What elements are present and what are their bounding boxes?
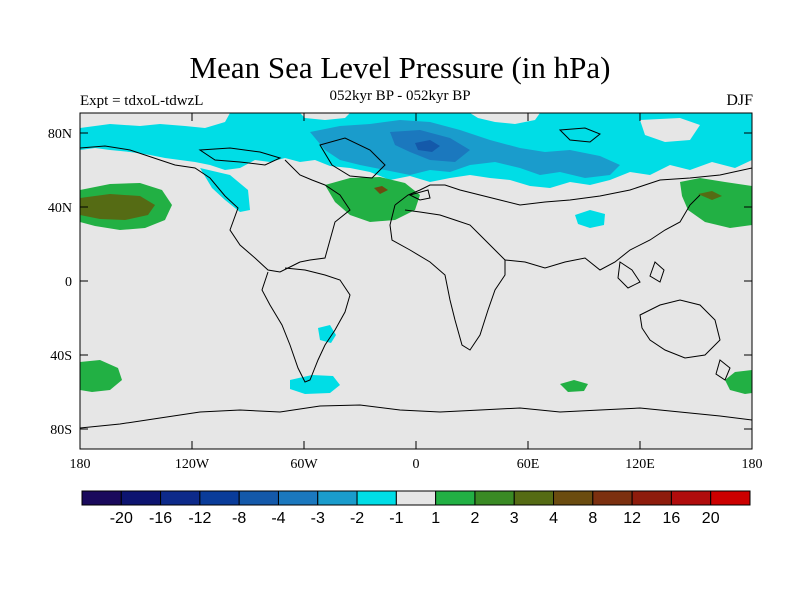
colorbar-swatch — [81, 490, 122, 506]
colorbar-label: -12 — [188, 510, 211, 527]
north-pacific-anomaly-olive — [80, 194, 155, 220]
east-asia-anomaly-green — [680, 178, 752, 228]
canada-anomaly-cyan — [200, 168, 250, 212]
colorbar-label: -8 — [232, 510, 246, 527]
colorbar-swatch — [238, 490, 279, 506]
lon-tick-label: 180 — [742, 457, 763, 472]
lat-tick-label: 0 — [65, 275, 72, 290]
colorbar-label: -3 — [311, 510, 325, 527]
colorbar-label: -20 — [110, 510, 133, 527]
colorbar-swatch — [631, 490, 672, 506]
colorbar-label: 20 — [702, 510, 720, 527]
lon-tick-label: 120E — [625, 457, 655, 472]
lon-tick-label: 0 — [413, 457, 420, 472]
north-atlantic-anomaly-brown — [374, 186, 388, 194]
colorbar-label: 2 — [470, 510, 479, 527]
arctic-gap — [300, 113, 350, 120]
indian-ocean-anomaly-green — [560, 380, 588, 392]
east-asia-anomaly-olive — [698, 191, 722, 200]
coastlines — [80, 127, 752, 429]
colorbar-swatch — [592, 490, 633, 506]
south-america-anomaly-cyan — [318, 325, 336, 343]
colorbar-label: 16 — [663, 510, 681, 527]
experiment-label: Expt = tdxoL-tdwzL — [80, 93, 204, 109]
colorbar-label: 1 — [431, 510, 440, 527]
south-atlantic-anomaly-cyan — [290, 375, 340, 394]
pressure-anomaly-fills — [80, 113, 752, 429]
colorbar-swatch — [710, 490, 751, 506]
colorbar-swatch — [474, 490, 515, 506]
colorbar-label: 8 — [588, 510, 597, 527]
colorbar-swatch — [277, 490, 319, 506]
colorbar-swatch — [670, 490, 712, 506]
colorbar-swatch — [199, 490, 240, 506]
lat-tick-label: 80N — [48, 127, 72, 142]
colorbar: -20 -16 -12 -8 -4 -3 -2 -1 1 2 3 4 8 12 16 20 — [81, 490, 751, 527]
map-title: Mean Sea Level Pressure (in hPa) — [189, 50, 611, 85]
colorbar-swatch — [120, 490, 162, 506]
colorbar-swatch — [395, 490, 437, 506]
lon-axis — [79, 113, 753, 449]
colorbar-swatch — [317, 490, 358, 506]
lon-tick-label: 60W — [290, 457, 318, 472]
lat-tick-label: 40S — [50, 349, 72, 364]
season-label: DJF — [726, 92, 753, 109]
colorbar-swatch — [435, 490, 476, 506]
colorbar-label: -16 — [149, 510, 172, 527]
lon-tick-label: 60E — [517, 457, 540, 472]
lat-tick-label: 40N — [48, 201, 72, 216]
colorbar-label: 12 — [623, 510, 641, 527]
period-subtitle: 052kyr BP - 052kyr BP — [329, 88, 471, 104]
colorbar-label: 3 — [510, 510, 519, 527]
lat-axis — [80, 132, 752, 430]
colorbar-label: 4 — [549, 510, 558, 527]
colorbar-swatch — [356, 490, 397, 506]
lon-tick-label: 120W — [175, 457, 210, 472]
arctic-anomaly-deepblue — [415, 140, 440, 152]
lon-tick-label: 180 — [70, 457, 91, 472]
colorbar-swatch — [513, 490, 555, 506]
colorbar-label: -2 — [350, 510, 364, 527]
south-pacific-anomaly-green — [725, 370, 752, 394]
central-asia-anomaly-cyan — [575, 210, 605, 228]
colorbar-swatch — [553, 490, 594, 506]
arctic-gap — [640, 118, 700, 142]
lat-tick-label: 80S — [50, 423, 72, 438]
arctic-gap — [470, 113, 540, 124]
colorbar-label: -4 — [271, 510, 285, 527]
colorbar-label: -1 — [389, 510, 403, 527]
colorbar-swatch — [160, 490, 201, 506]
south-pacific-anomaly-green — [80, 360, 122, 392]
